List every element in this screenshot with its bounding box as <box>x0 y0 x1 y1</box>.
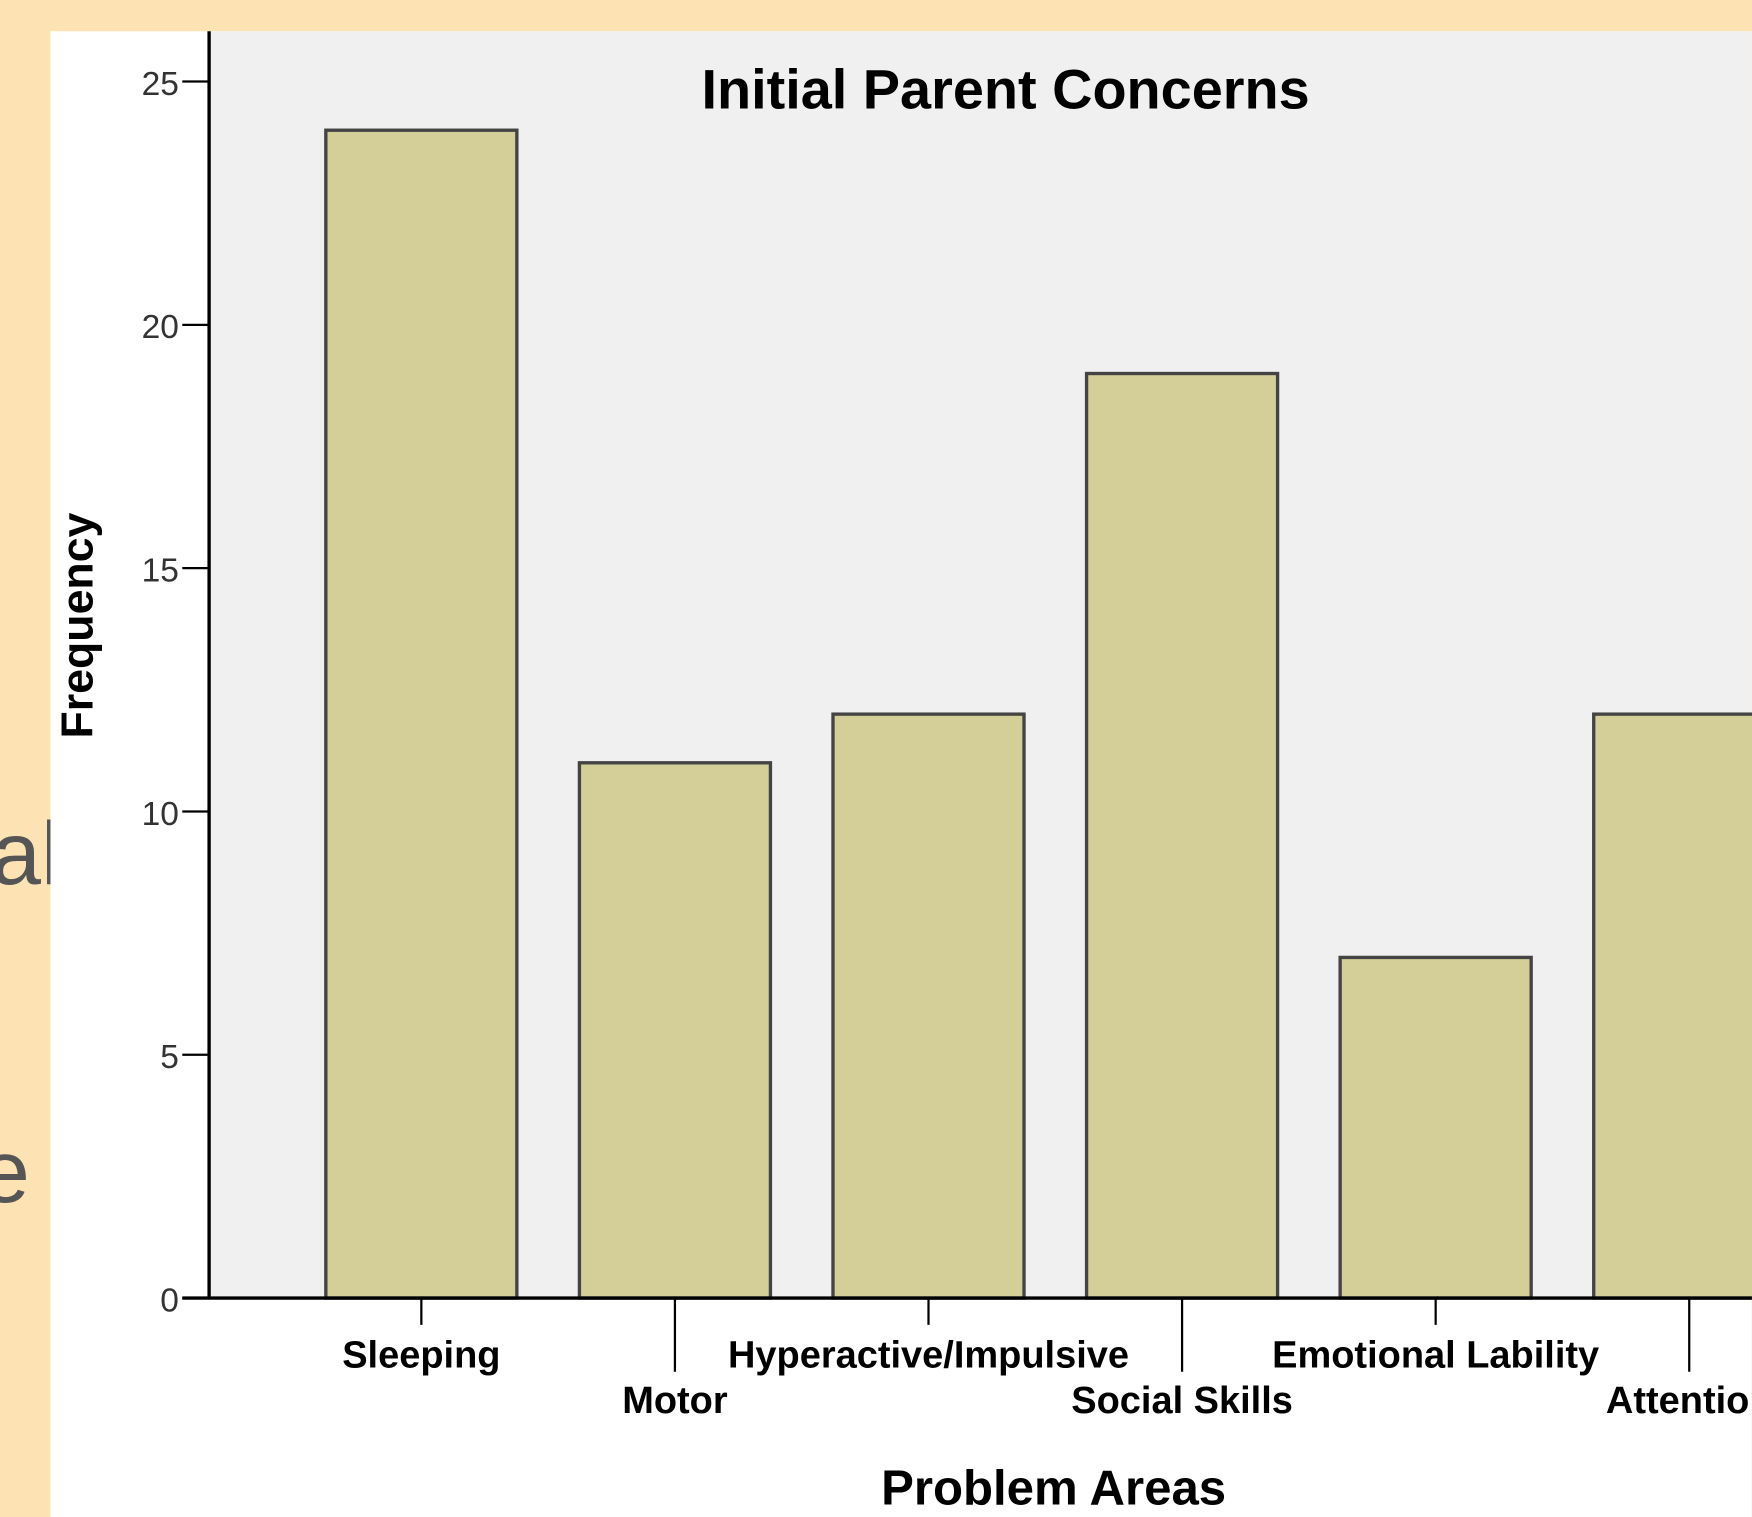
y-tick-label: 25 <box>142 66 179 103</box>
slide-fragment: e <box>0 1121 30 1221</box>
x-tick-label: Hyperactive/Impulsive <box>728 1334 1129 1376</box>
y-tick-label: 20 <box>142 309 179 346</box>
y-tick-label: 0 <box>160 1282 179 1319</box>
bar <box>1084 371 1280 1300</box>
x-tick-label: Social Skills <box>1071 1380 1293 1422</box>
bar <box>577 761 773 1300</box>
bar <box>324 128 519 1300</box>
x-tick-label: Emotional Lability <box>1272 1334 1599 1376</box>
bar <box>1592 712 1752 1300</box>
x-axis-label: Problem Areas <box>881 1461 1226 1515</box>
x-tick-label: Motor <box>622 1380 728 1422</box>
y-tick-label: 5 <box>160 1039 179 1076</box>
chart-title: Initial Parent Concerns <box>701 58 1309 121</box>
x-tick-label: Attention <box>1606 1380 1752 1422</box>
y-tick-label: 10 <box>142 796 179 833</box>
y-axis-label: Frequency <box>53 512 102 738</box>
bar <box>831 712 1026 1300</box>
y-tick-label: 15 <box>142 552 179 589</box>
bar <box>1338 955 1533 1300</box>
x-tick-label: Sleeping <box>342 1334 500 1376</box>
